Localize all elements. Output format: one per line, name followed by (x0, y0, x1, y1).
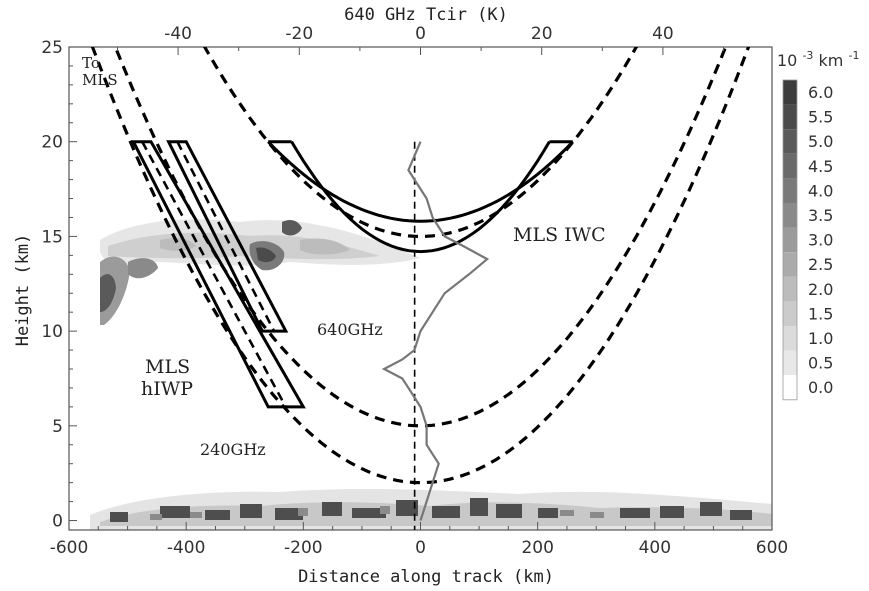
colorbar-label: 1.5 (808, 304, 833, 323)
hiwp-band-centerline (141, 141, 287, 408)
colorbar-swatch (783, 301, 797, 326)
x-tick-label: -400 (167, 538, 206, 558)
hiwp-band-640GHz (166, 140, 289, 333)
colorbar-swatch (783, 326, 797, 351)
colorbar-unit-base: 10 (777, 51, 797, 70)
annotation-to: To (82, 54, 100, 72)
colorbar-label: 5.0 (808, 132, 833, 151)
annotation-640ghz: 640GHz (317, 320, 383, 339)
annotation-mls-hiwp-line2: hIWP (141, 378, 193, 400)
x-tick-label: -200 (284, 538, 323, 558)
annotation-mls: MLS (82, 71, 118, 89)
annotation-mls-iwc: MLS IWC (513, 224, 606, 246)
colorbar-label: 3.5 (808, 206, 833, 225)
colorbar: 6.0 5.5 5.0 4.5 4.0 3.5 3.0 2.5 2.0 1.5 1.0 0.5 0.0 (782, 79, 833, 401)
colorbar-label: 1.0 (808, 329, 833, 348)
colorbar-label: 4.0 (808, 181, 833, 200)
iwc-band-lower (290, 140, 551, 254)
top-tick-label: 0 (415, 24, 426, 44)
colorbar-unit-exponent: -3 (802, 49, 813, 62)
y-tick-label: 15 (41, 227, 63, 247)
dashed-parabola (90, 47, 751, 485)
y-tick-label: 10 (41, 322, 63, 342)
overlay-lines (90, 47, 751, 530)
y-tick-label: 5 (52, 417, 63, 437)
colorbar-swatch (783, 153, 797, 179)
colorbar-swatch (783, 178, 797, 203)
colorbar-label: 6.0 (808, 83, 833, 102)
annotation-to-line2: MLS (82, 71, 118, 89)
x-tick-label: 600 (756, 538, 788, 558)
annotation-240ghz: 240GHz (200, 440, 266, 459)
top-tick-label: 20 (531, 24, 553, 44)
colorbar-swatch (783, 129, 797, 154)
top-tick-label: 40 (652, 24, 674, 44)
colorbar-label: 2.5 (808, 255, 833, 274)
x-axis-title: Distance along track (km) (298, 567, 554, 587)
colorbar-unit-km: km (819, 51, 844, 70)
y-tick-label: 20 (41, 133, 63, 153)
colorbar-swatch (783, 375, 797, 400)
hiwp-band-240GHz (130, 140, 306, 409)
colorbar-frame (782, 79, 798, 401)
colorbar-label: 2.0 (808, 280, 833, 299)
tcir-profile-line (381, 141, 490, 521)
colorbar-swatch (783, 252, 797, 277)
annotation-to-line1: To (82, 54, 100, 72)
x-tick-label: 200 (521, 538, 553, 558)
colorbar-swatch (783, 104, 797, 130)
top-axis-title: 640 GHz Tcir (K) (344, 5, 508, 25)
annotation-mls-hiwp-line1: MLS (145, 356, 190, 378)
colorbar-label: 0.0 (808, 378, 833, 397)
colorbar-label: 3.0 (808, 231, 833, 250)
colorbar-swatch (783, 276, 797, 302)
colorbar-swatch (783, 227, 797, 253)
top-tick-label: -40 (164, 24, 192, 44)
colorbar-label: 0.5 (808, 354, 833, 373)
hiwp-band-centerline (176, 141, 276, 332)
y-axis-title: Height (km) (13, 234, 33, 347)
colorbar-unit-km-exponent: -1 (848, 49, 859, 62)
top-tick-label: -20 (285, 24, 313, 44)
y-tick-label: 0 (52, 512, 63, 532)
y-tick-label: 25 (41, 38, 63, 58)
x-tick-label: -600 (50, 538, 89, 558)
colorbar-swatch (783, 80, 797, 105)
x-tick-label: 400 (639, 538, 671, 558)
colorbar-unit: 10 -3 km -1 (777, 44, 859, 70)
colorbar-label: 4.5 (808, 157, 833, 176)
colorbar-label: 5.5 (808, 108, 833, 127)
colorbar-swatch (783, 203, 797, 228)
x-tick-label: 0 (415, 538, 426, 558)
ice-contour-field (69, 47, 772, 530)
colorbar-swatch (783, 350, 797, 376)
